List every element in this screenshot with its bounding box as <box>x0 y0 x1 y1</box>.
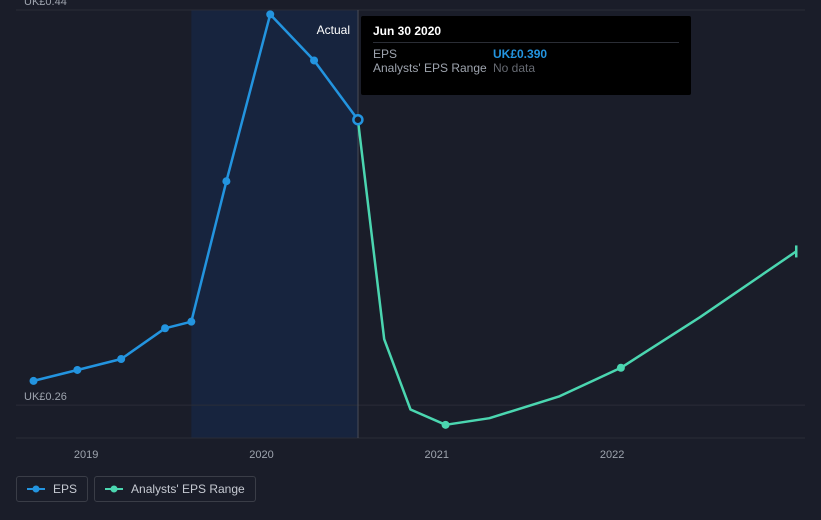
tooltip-divider <box>373 42 679 43</box>
chart-tooltip: Jun 30 2020 EPS UK£0.390 Analysts' EPS R… <box>361 16 691 95</box>
legend-swatch-icon <box>105 486 123 492</box>
legend-swatch-icon <box>27 486 45 492</box>
chart-legend: EPS Analysts' EPS Range <box>16 476 256 502</box>
svg-text:2021: 2021 <box>425 449 449 461</box>
legend-label: EPS <box>53 482 77 496</box>
legend-item-range[interactable]: Analysts' EPS Range <box>94 476 256 502</box>
tooltip-value: UK£0.390 <box>493 47 547 61</box>
tooltip-label: Analysts' EPS Range <box>373 61 493 75</box>
eps-chart: UK£0.44UK£0.26ActualAnalysts Forecasts20… <box>0 0 821 520</box>
tooltip-date: Jun 30 2020 <box>373 24 679 38</box>
tooltip-row-eps: EPS UK£0.390 <box>373 47 679 61</box>
svg-text:UK£0.44: UK£0.44 <box>24 0 67 8</box>
svg-text:UK£0.26: UK£0.26 <box>24 391 67 403</box>
legend-label: Analysts' EPS Range <box>131 482 245 496</box>
tooltip-row-range: Analysts' EPS Range No data <box>373 61 679 75</box>
svg-text:Actual: Actual <box>317 23 350 37</box>
legend-item-eps[interactable]: EPS <box>16 476 88 502</box>
svg-text:2020: 2020 <box>249 449 273 461</box>
svg-text:2019: 2019 <box>74 449 98 461</box>
svg-text:2022: 2022 <box>600 449 624 461</box>
tooltip-value: No data <box>493 61 535 75</box>
tooltip-label: EPS <box>373 47 493 61</box>
